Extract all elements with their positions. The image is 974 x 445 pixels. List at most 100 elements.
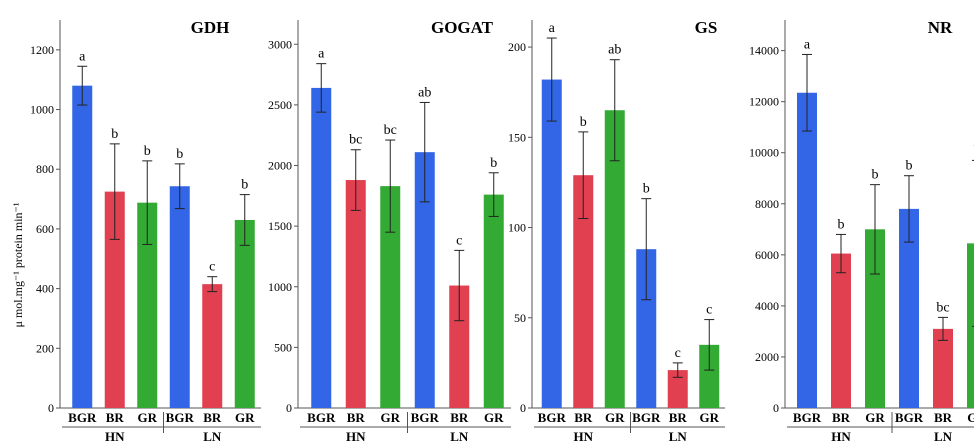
significance-letter: a	[804, 37, 811, 52]
bar-bgr	[541, 79, 562, 408]
x-tick-label: BGR	[166, 410, 195, 425]
significance-letter: bc	[384, 123, 397, 138]
bar-bgr	[169, 186, 190, 408]
bar-gr	[604, 110, 625, 409]
y-axis-label-container: μ mol.mg⁻¹ protein min⁻¹	[11, 202, 25, 327]
x-tick-label: GR	[381, 410, 401, 425]
chart-title: GOGAT	[431, 18, 494, 37]
y-tick-label: 800	[36, 162, 54, 176]
significance-letter: b	[241, 178, 248, 193]
x-tick-label: GR	[967, 410, 974, 425]
significance-letter: bc	[349, 133, 362, 148]
y-tick-label: 6000	[755, 248, 779, 262]
x-tick-label: GR	[700, 410, 720, 425]
y-tick-label: 150	[508, 130, 526, 144]
y-tick-label: 0	[286, 401, 292, 415]
y-tick-label: 0	[48, 401, 54, 415]
significance-letter: c	[675, 346, 681, 361]
y-tick-label: 1500	[268, 219, 292, 233]
group-label: LN	[203, 429, 222, 444]
y-tick-label: 200	[36, 341, 54, 355]
y-tick-label: 14000	[749, 44, 779, 58]
y-tick-label: 1200	[30, 43, 54, 57]
significance-letter: b	[643, 182, 650, 197]
x-tick-label: BGR	[411, 410, 440, 425]
significance-letter: b	[176, 147, 183, 162]
group-label: LN	[450, 429, 469, 444]
significance-letter: a	[318, 47, 325, 62]
x-tick-label: GR	[138, 410, 158, 425]
y-tick-label: 0	[773, 401, 779, 415]
y-tick-label: 600	[36, 222, 54, 236]
bar-gr	[967, 243, 974, 408]
bar-br	[345, 180, 366, 408]
x-tick-label: BGR	[538, 410, 567, 425]
y-tick-label: 1000	[30, 103, 54, 117]
y-tick-label: 100	[508, 221, 526, 235]
y-tick-label: 10000	[749, 146, 779, 160]
chart-gs: 0 50 100 150 200 GS a BGR b BR ab GR b BGR c BR c GR HN LN	[508, 18, 725, 444]
significance-letter: b	[490, 156, 497, 171]
group-label: LN	[669, 429, 688, 444]
bar-br	[667, 370, 688, 408]
group-label: HN	[574, 429, 594, 444]
x-tick-label: BR	[347, 410, 366, 425]
bar-br	[933, 328, 953, 408]
y-tick-label: 4000	[755, 299, 779, 313]
bar-br	[831, 253, 851, 408]
significance-letter: c	[456, 233, 462, 248]
bar-gr	[483, 194, 504, 408]
significance-letter: b	[906, 159, 913, 174]
y-tick-label: 50	[514, 311, 526, 325]
significance-letter: b	[872, 168, 879, 183]
x-tick-label: BGR	[632, 410, 661, 425]
x-tick-label: BR	[203, 410, 222, 425]
y-tick-label: 0	[520, 401, 526, 415]
group-label: LN	[934, 429, 953, 444]
y-tick-label: 400	[36, 282, 54, 296]
significance-letter: c	[706, 303, 712, 318]
significance-letter: a	[549, 21, 556, 36]
chart-gdh: 0 200 400 600 800 1000 1200 GDH a BGR b BR b GR b BGR c B…	[30, 18, 261, 444]
bar-bgr	[72, 85, 93, 409]
significance-letter: b	[144, 144, 151, 159]
bar-bgr	[797, 92, 817, 408]
x-tick-label: BGR	[68, 410, 97, 425]
y-tick-label: 2500	[268, 98, 292, 112]
x-tick-label: GR	[484, 410, 504, 425]
bar-br	[449, 285, 470, 408]
significance-letter: b	[580, 115, 587, 130]
x-tick-label: BGR	[307, 410, 336, 425]
bar-br	[573, 175, 594, 408]
y-tick-label: 2000	[755, 350, 779, 364]
group-label: HN	[346, 429, 366, 444]
bar-gr	[234, 219, 255, 408]
x-tick-label: BGR	[895, 410, 924, 425]
significance-letter: ab	[418, 85, 431, 100]
x-tick-label: BR	[934, 410, 953, 425]
significance-letter: ab	[608, 43, 621, 58]
x-tick-label: BGR	[793, 410, 822, 425]
bar-br	[104, 191, 125, 408]
significance-letter: c	[209, 260, 215, 275]
y-tick-label: 8000	[755, 197, 779, 211]
x-tick-label: BR	[832, 410, 851, 425]
y-tick-label: 3000	[268, 37, 292, 51]
x-tick-label: GR	[865, 410, 885, 425]
y-tick-label: 500	[274, 340, 292, 354]
bar-br	[202, 284, 223, 408]
bar-gr	[380, 186, 401, 408]
group-label: HN	[831, 429, 851, 444]
significance-letter: bc	[936, 300, 949, 315]
y-tick-label: 12000	[749, 95, 779, 109]
chart-title: GS	[695, 18, 718, 37]
bar-bgr	[636, 249, 657, 408]
bar-gr	[137, 202, 158, 408]
x-tick-label: BR	[450, 410, 469, 425]
x-tick-label: BR	[669, 410, 688, 425]
x-tick-label: BR	[106, 410, 125, 425]
bar-bgr	[899, 208, 919, 408]
x-tick-label: GR	[235, 410, 255, 425]
